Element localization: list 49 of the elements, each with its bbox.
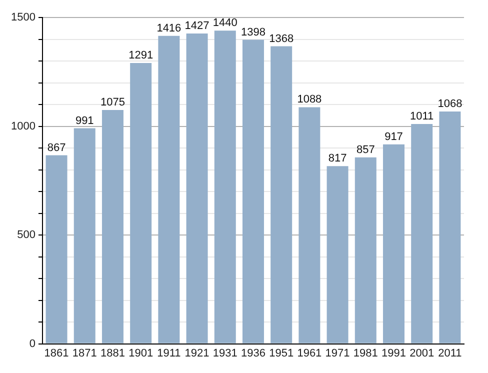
bar (130, 63, 152, 344)
bar (382, 144, 404, 344)
data-label: 1427 (184, 20, 210, 32)
x-tick-label: 1936 (240, 347, 266, 360)
data-label: 1088 (297, 94, 322, 106)
data-label: 817 (328, 152, 347, 165)
bar (102, 110, 124, 344)
data-label: 1068 (438, 98, 462, 110)
bar (270, 46, 292, 344)
data-label: 991 (75, 114, 94, 127)
data-label: 1440 (212, 17, 238, 30)
x-tick-label: 2001 (410, 347, 434, 360)
data-label: 1291 (128, 50, 154, 62)
data-label: 1075 (100, 96, 125, 109)
data-label: 867 (47, 142, 66, 154)
y-tick-label: 500 (17, 229, 36, 242)
x-tick-label: 1991 (382, 347, 406, 360)
y-tick-label: 0 (29, 338, 36, 350)
bar (298, 107, 320, 344)
bar (242, 40, 264, 344)
data-label: 1398 (240, 26, 266, 38)
x-tick-label: 2011 (438, 347, 462, 360)
data-label: 1011 (410, 110, 434, 122)
data-label: 917 (384, 130, 403, 143)
x-tick-label: 1861 (44, 347, 69, 360)
bar (214, 30, 236, 344)
x-tick-label: 1871 (72, 347, 97, 360)
bar (326, 166, 348, 344)
x-tick-label: 1971 (325, 347, 350, 360)
x-tick-label: 1911 (157, 347, 181, 360)
bar (74, 128, 96, 344)
bar (439, 112, 461, 344)
bar (354, 157, 376, 344)
x-tick-label: 1931 (212, 347, 238, 360)
y-tick-label: 1500 (10, 12, 36, 24)
bar (411, 124, 433, 344)
data-label: 1416 (156, 22, 182, 34)
x-tick-label: 1921 (184, 347, 210, 360)
x-tick-label: 1981 (353, 347, 378, 360)
data-label: 1368 (269, 32, 294, 45)
x-tick-label: 1881 (100, 347, 125, 360)
x-tick-label: 1961 (297, 347, 322, 360)
x-tick-label: 1901 (128, 347, 154, 360)
x-tick-label: 1951 (269, 347, 294, 360)
data-label: 857 (356, 144, 375, 156)
y-tick-label: 1000 (10, 120, 36, 132)
bar (186, 33, 208, 344)
bar (158, 36, 180, 344)
bar (46, 155, 68, 344)
